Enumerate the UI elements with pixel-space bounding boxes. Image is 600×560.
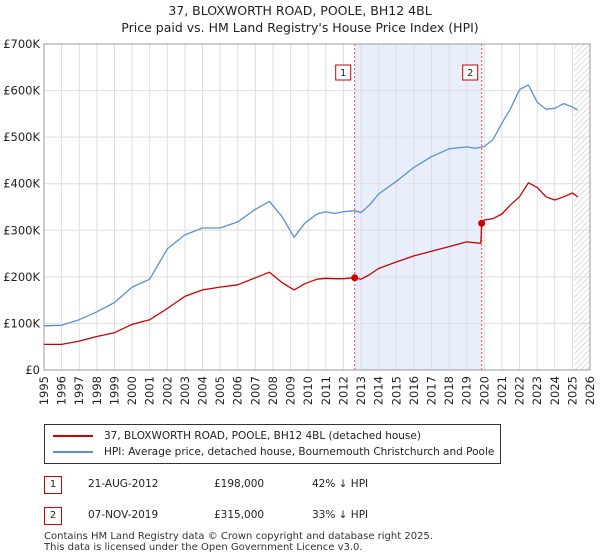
x-tick-label: 1996	[55, 376, 69, 405]
y-tick-label: £300K	[3, 223, 40, 237]
x-tick-label: 2004	[196, 376, 210, 405]
x-tick-label: 1998	[90, 376, 104, 405]
y-tick-label: £500K	[3, 130, 40, 144]
footer-line: This data is licensed under the Open Gov…	[44, 542, 363, 553]
sale-date: 07-NOV-2019	[88, 509, 159, 521]
y-tick-label: £0	[25, 363, 40, 377]
sale-number-box	[335, 64, 352, 81]
chart-subtitle: Price paid vs. HM Land Registry's House …	[121, 20, 479, 35]
sale-row: 1 21-AUG-2012 £198,000 42% ↓ HPI	[44, 476, 564, 494]
x-tick-label: 2020	[477, 376, 491, 405]
x-tick-label: 1997	[72, 376, 86, 405]
legend-item-property: 37, BLOXWORTH ROAD, POOLE, BH12 4BL (det…	[53, 428, 421, 444]
sale-hpi-diff: 33% ↓ HPI	[312, 509, 369, 521]
x-tick-label: 2001	[143, 376, 157, 405]
x-tick-label: 2017	[424, 376, 438, 405]
sale-hpi-diff: 42% ↓ HPI	[312, 478, 369, 490]
x-tick-label: 2021	[495, 376, 509, 405]
y-tick-label: £200K	[3, 270, 40, 284]
y-tick-label: £100K	[3, 316, 40, 330]
footer-line: Contains HM Land Registry data © Crown c…	[44, 531, 433, 542]
chart-title: 37, BLOXWORTH ROAD, POOLE, BH12 4BL	[168, 3, 432, 18]
x-tick-label: 2016	[407, 376, 421, 405]
sale-marker-badge: 2	[44, 507, 62, 525]
y-tick-label: £600K	[3, 84, 40, 98]
plot-area	[44, 44, 590, 370]
sale-date: 21-AUG-2012	[88, 478, 159, 490]
sale-number-label: 2	[467, 68, 473, 79]
x-tick-label: 2015	[389, 376, 403, 405]
legend: 37, BLOXWORTH ROAD, POOLE, BH12 4BL (det…	[44, 424, 501, 464]
sale-row: 2 07-NOV-2019 £315,000 33% ↓ HPI	[44, 507, 564, 525]
sale-marker-badge: 1	[44, 476, 62, 494]
x-tick-label: 2007	[248, 376, 262, 405]
x-tick-label: 2019	[460, 376, 474, 405]
shaded-ownership-span	[354, 44, 482, 370]
x-tick-label: 2013	[354, 376, 368, 405]
x-tick-label: 2005	[213, 376, 227, 405]
x-tick-label: 2012	[336, 376, 350, 405]
x-tick-label: 1995	[37, 376, 51, 405]
legend-item-hpi: HPI: Average price, detached house, Bour…	[53, 444, 494, 460]
x-tick-label: 2011	[319, 376, 333, 405]
hatched-projection-region	[574, 44, 590, 370]
legend-label-property: 37, BLOXWORTH ROAD, POOLE, BH12 4BL (det…	[104, 430, 421, 442]
sale-price: £315,000	[214, 509, 265, 521]
x-tick-label: 2026	[583, 376, 597, 405]
x-tick-label: 2024	[548, 376, 562, 405]
sale-number-label: 1	[340, 68, 346, 79]
x-tick-label: 2003	[178, 376, 192, 405]
legend-label-hpi: HPI: Average price, detached house, Bour…	[104, 446, 495, 458]
x-tick-label: 2000	[125, 376, 139, 405]
x-tick-label: 2006	[231, 376, 245, 405]
sale-price: £198,000	[214, 478, 265, 490]
x-tick-label: 2023	[530, 376, 544, 405]
footer: Contains HM Land Registry data © Crown c…	[44, 531, 433, 553]
x-tick-label: 2010	[301, 376, 315, 405]
x-tick-label: 2022	[513, 376, 527, 405]
legend-swatch-property	[53, 435, 93, 437]
x-tick-label: 2018	[442, 376, 456, 405]
x-tick-label: 2025	[565, 376, 579, 405]
x-tick-label: 1999	[107, 376, 121, 405]
series-line-hpi	[43, 84, 579, 327]
x-tick-label: 2002	[160, 376, 174, 405]
y-tick-label: £400K	[3, 177, 40, 191]
sale-point	[351, 274, 359, 282]
price-chart: £0 £100K £200K £300K £400K £500K £600K £700K 199…	[3, 37, 597, 405]
x-tick-label: 2008	[266, 376, 280, 405]
plot-border	[43, 43, 591, 371]
x-tick-label: 2014	[372, 376, 386, 405]
x-tick-label: 2009	[284, 376, 298, 405]
sale-number-box	[462, 64, 479, 81]
y-tick-label: £700K	[3, 37, 40, 51]
legend-swatch-hpi	[53, 451, 93, 453]
sale-point	[478, 219, 486, 227]
